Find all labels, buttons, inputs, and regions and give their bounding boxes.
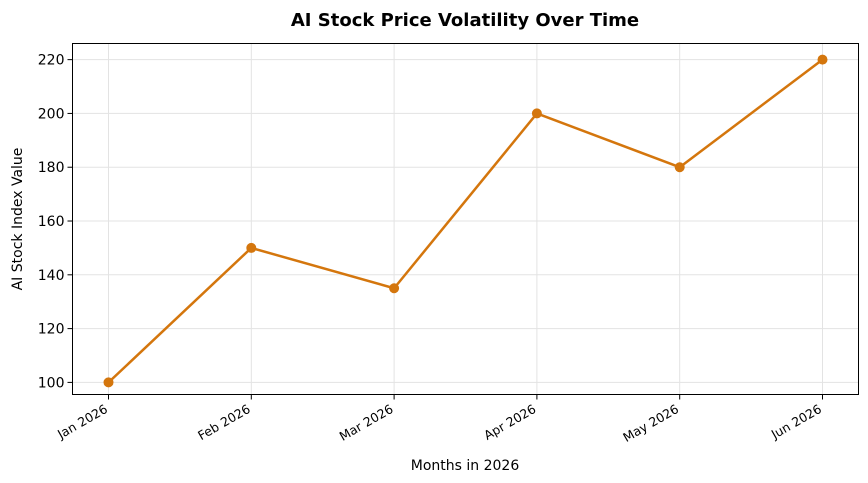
x-tick-label: Jun 2026 [768,401,824,442]
data-point [389,283,400,294]
y-tick-label: 220 [38,53,65,69]
chart-title: AI Stock Price Volatility Over Time [291,10,639,31]
x-tick-label: Jan 2026 [54,401,110,442]
grid [72,43,859,395]
x-tick-label: Apr 2026 [481,401,538,443]
data-point [246,242,257,253]
y-tick-label: 140 [38,268,65,284]
data-point [674,162,685,173]
y-tick-label: 100 [38,375,65,391]
series-line [107,58,824,384]
y-tick-label: 200 [38,106,65,122]
x-axis-label: Months in 2026 [411,458,520,474]
y-axis-label: AI Stock Index Value [10,148,26,291]
y-tick-label: 120 [38,322,65,338]
y-tick-label: 160 [38,214,65,230]
x-tick-label: May 2026 [620,401,681,445]
data-point [817,54,828,65]
x-tick-label: Feb 2026 [195,401,253,443]
data-point [531,108,542,119]
y-axis: 100 120 140 160 180 200 220 [38,53,73,391]
x-axis: Jan 2026 Feb 2026 Mar 2026 Apr 2026 May 2026… [54,394,824,445]
data-point [103,377,114,388]
x-tick-label: Mar 2026 [337,401,396,444]
plot-frame [72,43,859,395]
series-layer [103,54,828,388]
y-tick-label: 180 [38,160,65,176]
